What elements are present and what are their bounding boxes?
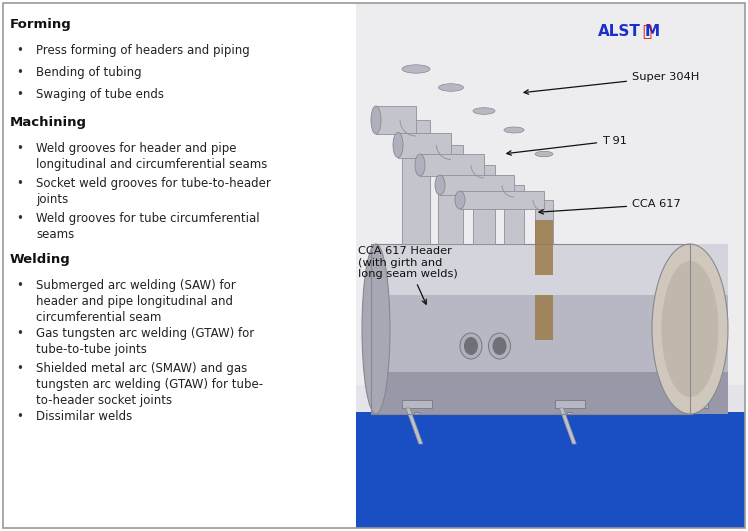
- Ellipse shape: [393, 133, 403, 158]
- Text: Ⓞ: Ⓞ: [642, 24, 651, 39]
- Bar: [3, 3, 356, 528]
- Ellipse shape: [362, 244, 390, 414]
- Text: Forming: Forming: [10, 18, 72, 31]
- Text: Shielded metal arc (SMAW) and gas
tungsten arc welding (GTAW) for tube-
to-heade: Shielded metal arc (SMAW) and gas tungst…: [36, 362, 263, 407]
- Bar: [402, 120, 430, 244]
- Ellipse shape: [504, 127, 524, 133]
- Text: Submerged arc welding (SAW) for
header and pipe longitudinal and
circumferential: Submerged arc welding (SAW) for header a…: [36, 279, 236, 324]
- Bar: [371, 244, 690, 414]
- Text: •: •: [16, 88, 23, 101]
- Ellipse shape: [402, 65, 430, 73]
- Bar: [414, 412, 419, 414]
- Text: Machining: Machining: [10, 116, 87, 129]
- Polygon shape: [560, 408, 577, 444]
- Text: Press forming of headers and piping: Press forming of headers and piping: [36, 44, 250, 57]
- Text: T 91: T 91: [507, 136, 627, 155]
- Text: CCA 617: CCA 617: [539, 200, 681, 214]
- Ellipse shape: [464, 337, 478, 355]
- Text: ALST: ALST: [598, 24, 641, 39]
- Bar: [535, 200, 553, 244]
- Bar: [460, 191, 544, 209]
- Bar: [420, 154, 484, 176]
- Text: Weld grooves for header and pipe
longitudinal and circumferential seams: Weld grooves for header and pipe longitu…: [36, 142, 267, 171]
- Text: •: •: [16, 279, 23, 292]
- Bar: [356, 412, 745, 528]
- Text: Bending of tubing: Bending of tubing: [36, 66, 141, 79]
- Ellipse shape: [435, 175, 445, 195]
- Text: Welding: Welding: [10, 253, 71, 266]
- Text: Dissimilar welds: Dissimilar welds: [36, 410, 132, 423]
- Bar: [356, 3, 745, 528]
- Bar: [567, 412, 572, 414]
- Text: Super 304H: Super 304H: [524, 72, 699, 94]
- Text: Socket weld grooves for tube-to-header
joints: Socket weld grooves for tube-to-header j…: [36, 177, 271, 206]
- Bar: [687, 412, 693, 414]
- Text: •: •: [16, 177, 23, 190]
- Ellipse shape: [455, 191, 465, 209]
- Text: •: •: [16, 66, 23, 79]
- Text: •: •: [16, 142, 23, 155]
- Bar: [402, 400, 432, 408]
- Text: •: •: [16, 362, 23, 375]
- Bar: [555, 400, 586, 408]
- Text: Gas tungsten arc welding (GTAW) for
tube-to-tube joints: Gas tungsten arc welding (GTAW) for tube…: [36, 327, 254, 356]
- Bar: [440, 175, 514, 195]
- Bar: [676, 400, 708, 408]
- Ellipse shape: [438, 84, 464, 91]
- Ellipse shape: [473, 108, 495, 114]
- Text: •: •: [16, 212, 23, 225]
- Ellipse shape: [652, 244, 728, 414]
- Bar: [438, 145, 464, 244]
- Ellipse shape: [488, 333, 511, 359]
- Ellipse shape: [535, 151, 553, 157]
- Bar: [535, 295, 553, 340]
- Bar: [371, 244, 728, 414]
- Text: Weld grooves for tube circumferential
seams: Weld grooves for tube circumferential se…: [36, 212, 260, 241]
- Text: Swaging of tube ends: Swaging of tube ends: [36, 88, 164, 101]
- Bar: [356, 3, 745, 386]
- Bar: [473, 165, 495, 244]
- Text: •: •: [16, 327, 23, 340]
- Ellipse shape: [492, 337, 506, 355]
- Ellipse shape: [661, 261, 719, 397]
- Text: CCA 617 Header
(with girth and
long seam welds): CCA 617 Header (with girth and long seam…: [358, 246, 457, 304]
- Polygon shape: [406, 408, 423, 444]
- Ellipse shape: [371, 106, 381, 134]
- Bar: [504, 185, 524, 244]
- Text: •: •: [16, 44, 23, 57]
- Bar: [371, 244, 728, 295]
- Text: M: M: [645, 24, 660, 39]
- Ellipse shape: [415, 154, 425, 176]
- Bar: [398, 133, 451, 158]
- Bar: [535, 220, 553, 275]
- Ellipse shape: [460, 333, 482, 359]
- Bar: [376, 106, 416, 134]
- Bar: [371, 372, 728, 414]
- Text: •: •: [16, 410, 23, 423]
